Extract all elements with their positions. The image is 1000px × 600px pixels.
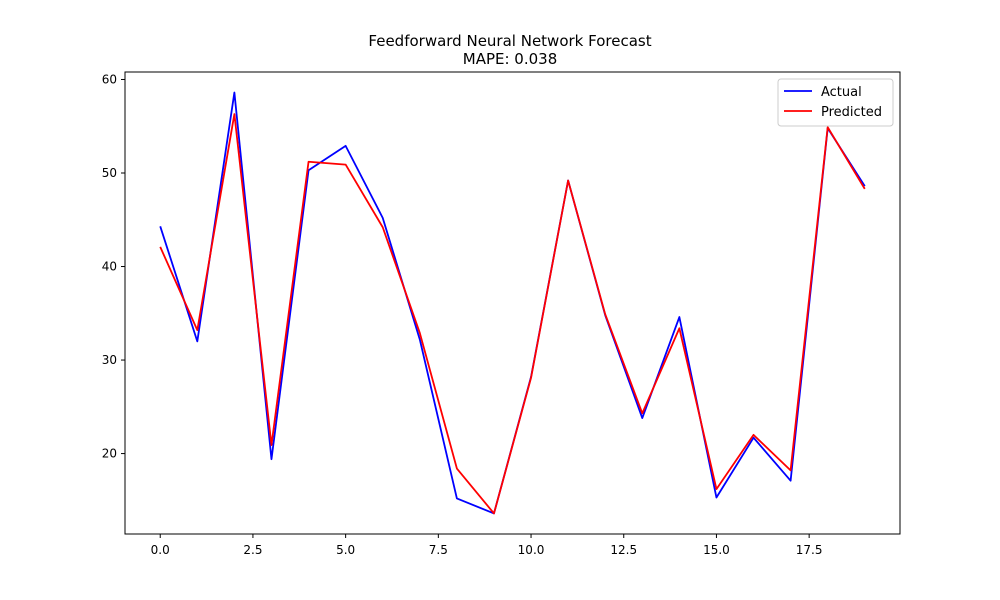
legend-label-actual: Actual [821, 85, 862, 100]
y-tick-label: 60 [102, 72, 117, 86]
y-tick-label: 30 [102, 353, 117, 367]
y-tick-label: 50 [102, 166, 117, 180]
plot-frame [124, 71, 901, 535]
series-line-predicted [159, 113, 866, 515]
x-tick-label: 15.0 [703, 543, 730, 557]
x-tick-label: 12.5 [610, 543, 637, 557]
chart-title: Feedforward Neural Network Forecast [368, 32, 651, 50]
chart-subtitle: MAPE: 0.038 [463, 50, 558, 68]
x-tick-label: 5.0 [336, 543, 355, 557]
legend-label-predicted: Predicted [821, 105, 882, 120]
series-layer [159, 91, 866, 515]
legend: Actual Predicted [777, 78, 894, 127]
axes-layer: 0.0 2.5 5.0 7.5 10.0 12.5 15.0 17.5 20 30 40 50 60 [102, 71, 901, 557]
x-tick-label: 7.5 [429, 543, 448, 557]
y-tick-label: 40 [102, 260, 117, 274]
x-tick-label: 0.0 [151, 543, 170, 557]
x-tick-label: 17.5 [796, 543, 823, 557]
y-tick-label: 20 [102, 447, 117, 461]
series-line-actual [159, 91, 866, 515]
x-tick-label: 2.5 [243, 543, 262, 557]
x-tick-label: 10.0 [518, 543, 545, 557]
